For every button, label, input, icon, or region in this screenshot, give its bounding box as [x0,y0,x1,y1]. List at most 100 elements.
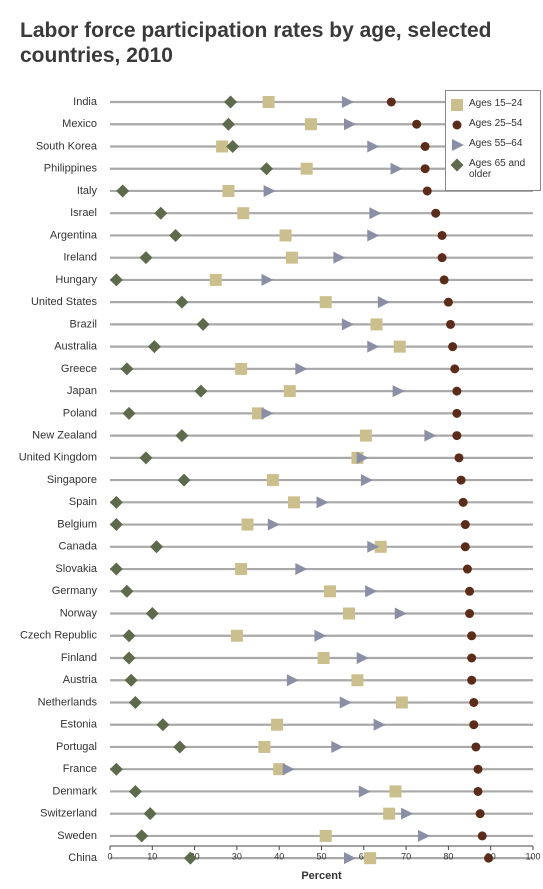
marker-circle [469,720,479,730]
marker-diamond [109,762,123,776]
marker-square [389,785,402,798]
y-tick-label: Spain [69,496,97,508]
marker-diamond [450,158,464,172]
marker-triangle [343,852,356,865]
marker-square [283,385,296,398]
y-tick-label: France [63,763,97,775]
marker-square [393,340,406,353]
marker-diamond [196,317,210,331]
marker-diamond [169,228,183,242]
marker-square [216,140,229,153]
marker-square [222,184,235,197]
marker-triangle [341,96,354,108]
marker-square [319,296,332,309]
marker-triangle [365,585,378,598]
marker-triangle [316,496,329,509]
marker-square [359,429,372,442]
marker-triangle [261,273,274,286]
x-tick-label: 80 [443,851,453,861]
y-tick-label: South Korea [36,140,98,152]
marker-diamond [173,740,187,754]
marker-square [271,718,284,731]
marker-diamond [120,584,134,598]
marker-circle [484,853,494,863]
marker-circle [450,364,460,374]
marker-diamond [135,829,149,843]
marker-square [288,496,301,509]
marker-circle [469,697,479,707]
marker-triangle [367,229,380,242]
marker-triangle [343,118,356,131]
marker-diamond [150,540,164,554]
y-tick-label: Germany [52,585,98,597]
y-tick-label: Czech Republic [20,630,98,642]
marker-circle [454,453,464,463]
legend-icon [450,158,464,172]
marker-square [304,118,317,131]
marker-circle [467,675,477,685]
marker-diamond [194,384,208,398]
marker-diamond [156,718,170,732]
marker-triangle [377,296,390,309]
marker-square [370,318,383,331]
y-tick-label: Denmark [52,785,97,797]
y-tick-label: Canada [58,541,97,553]
marker-circle [460,542,470,552]
marker-diamond [128,695,142,709]
legend-icon [451,99,463,111]
marker-circle [448,342,458,352]
y-tick-label: Norway [60,607,98,619]
x-tick-label: 30 [232,851,242,861]
y-tick-label: Switzerland [40,808,97,820]
marker-circle [446,319,456,329]
y-tick-label: Slovakia [55,563,97,575]
x-tick-label: 40 [274,851,284,861]
marker-triangle [367,540,380,553]
legend-item: Ages 25–54 [450,118,536,132]
marker-circle [456,475,466,485]
marker-square [235,563,248,576]
y-tick-label: Belgium [57,518,97,530]
marker-triangle [358,785,371,798]
x-tick-label: 70 [401,851,411,861]
marker-triangle [261,407,274,420]
marker-diamond [177,473,191,487]
marker-diamond [128,784,142,798]
marker-circle [458,497,468,507]
y-tick-label: Netherlands [38,696,98,708]
marker-square [252,407,265,420]
y-tick-label: Italy [77,185,98,197]
marker-triangle [356,451,369,464]
marker-diamond [124,673,138,687]
marker-triangle [333,251,346,264]
marker-diamond [122,651,136,665]
marker-circle [437,253,447,263]
marker-triangle [394,607,407,620]
marker-square [266,474,279,487]
marker-diamond [109,495,123,509]
marker-square [451,99,463,111]
marker-diamond [120,362,134,376]
marker-triangle [286,674,299,687]
marker-triangle [392,385,405,398]
marker-triangle [418,829,431,842]
marker-square [262,96,275,108]
marker-diamond [147,340,161,354]
marker-square [279,229,292,242]
marker-triangle [367,340,380,353]
marker-diamond [260,162,274,176]
legend-icon [452,139,464,151]
legend-label: Ages 55–64 [469,138,523,149]
marker-square [351,674,364,687]
x-tick-label: 50 [316,851,326,861]
marker-triangle [331,740,344,753]
marker-circle [452,431,462,441]
marker-square [395,696,408,709]
marker-square [300,162,313,175]
marker-circle [475,809,485,819]
marker-diamond [175,429,189,443]
marker-circle [431,208,441,218]
marker-triangle [367,140,380,153]
y-tick-label: Mexico [62,118,97,130]
